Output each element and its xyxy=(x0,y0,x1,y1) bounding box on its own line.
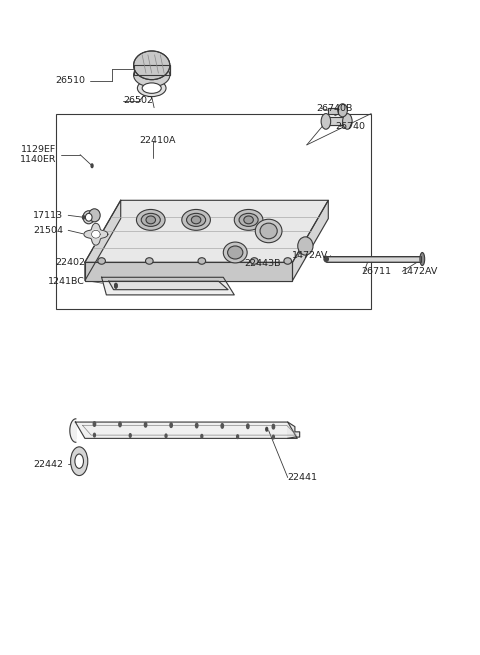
Polygon shape xyxy=(109,281,228,290)
Ellipse shape xyxy=(324,256,327,262)
Polygon shape xyxy=(288,422,300,438)
Text: 22410A: 22410A xyxy=(140,136,176,145)
Ellipse shape xyxy=(93,422,96,426)
Ellipse shape xyxy=(119,422,121,426)
Ellipse shape xyxy=(326,257,328,261)
Ellipse shape xyxy=(141,214,160,227)
Text: 1129EF: 1129EF xyxy=(21,145,56,154)
Ellipse shape xyxy=(421,257,423,261)
Ellipse shape xyxy=(420,252,425,265)
Ellipse shape xyxy=(133,64,170,87)
Ellipse shape xyxy=(237,248,239,251)
Ellipse shape xyxy=(198,257,205,264)
Ellipse shape xyxy=(83,215,84,219)
Ellipse shape xyxy=(93,213,96,217)
Text: 1472AV: 1472AV xyxy=(292,252,328,260)
Polygon shape xyxy=(92,231,100,238)
Polygon shape xyxy=(85,262,292,280)
Ellipse shape xyxy=(298,237,313,255)
Text: 22442: 22442 xyxy=(34,460,63,469)
Ellipse shape xyxy=(228,246,243,259)
Ellipse shape xyxy=(94,434,96,437)
Ellipse shape xyxy=(91,164,93,168)
Ellipse shape xyxy=(187,214,205,227)
Ellipse shape xyxy=(201,434,203,438)
Polygon shape xyxy=(85,200,328,262)
Ellipse shape xyxy=(89,209,100,222)
Ellipse shape xyxy=(335,112,336,115)
Text: 1140ER: 1140ER xyxy=(20,155,56,164)
Ellipse shape xyxy=(321,113,331,129)
Text: 22441: 22441 xyxy=(288,473,318,482)
Ellipse shape xyxy=(129,434,131,438)
Ellipse shape xyxy=(251,257,258,264)
Polygon shape xyxy=(70,419,76,442)
Text: 26740B: 26740B xyxy=(316,104,353,113)
Ellipse shape xyxy=(115,284,117,288)
Ellipse shape xyxy=(98,257,106,264)
Ellipse shape xyxy=(223,242,247,263)
Ellipse shape xyxy=(284,257,291,264)
Polygon shape xyxy=(75,422,297,438)
Ellipse shape xyxy=(85,214,92,221)
Text: 21504: 21504 xyxy=(34,226,63,235)
Ellipse shape xyxy=(237,435,239,438)
Ellipse shape xyxy=(272,424,275,429)
Ellipse shape xyxy=(266,428,268,431)
Text: 26740: 26740 xyxy=(336,122,365,131)
Text: 22402: 22402 xyxy=(55,258,85,267)
Ellipse shape xyxy=(260,223,277,239)
Polygon shape xyxy=(292,200,328,280)
Ellipse shape xyxy=(137,80,166,97)
Ellipse shape xyxy=(195,423,198,428)
Ellipse shape xyxy=(255,219,282,243)
Ellipse shape xyxy=(247,424,249,428)
Ellipse shape xyxy=(75,454,84,468)
Ellipse shape xyxy=(142,83,161,94)
Text: 17113: 17113 xyxy=(33,211,63,220)
Polygon shape xyxy=(133,66,170,75)
Bar xyxy=(56,113,371,309)
Polygon shape xyxy=(326,117,348,125)
Ellipse shape xyxy=(145,257,153,264)
Text: 26711: 26711 xyxy=(362,267,392,276)
Ellipse shape xyxy=(343,113,352,129)
Text: 1472AV: 1472AV xyxy=(402,267,439,276)
Ellipse shape xyxy=(347,119,349,122)
Ellipse shape xyxy=(239,214,258,227)
Polygon shape xyxy=(85,200,120,280)
Ellipse shape xyxy=(71,447,88,476)
Text: 1241BC: 1241BC xyxy=(48,276,85,286)
Text: 26502: 26502 xyxy=(123,96,153,105)
Ellipse shape xyxy=(170,423,172,428)
Ellipse shape xyxy=(192,216,201,224)
Ellipse shape xyxy=(338,103,348,117)
Ellipse shape xyxy=(234,210,263,231)
Ellipse shape xyxy=(182,210,210,231)
Ellipse shape xyxy=(136,210,165,231)
Text: 22443B: 22443B xyxy=(245,259,281,268)
Ellipse shape xyxy=(273,435,275,439)
Ellipse shape xyxy=(83,211,95,224)
Ellipse shape xyxy=(165,434,167,438)
Ellipse shape xyxy=(221,424,224,428)
Polygon shape xyxy=(328,107,338,114)
Polygon shape xyxy=(84,223,108,245)
Ellipse shape xyxy=(144,422,147,427)
Ellipse shape xyxy=(146,216,156,224)
Ellipse shape xyxy=(115,284,117,288)
Polygon shape xyxy=(102,277,234,295)
Ellipse shape xyxy=(133,51,170,80)
Text: 26510: 26510 xyxy=(55,77,85,85)
Ellipse shape xyxy=(244,216,253,224)
